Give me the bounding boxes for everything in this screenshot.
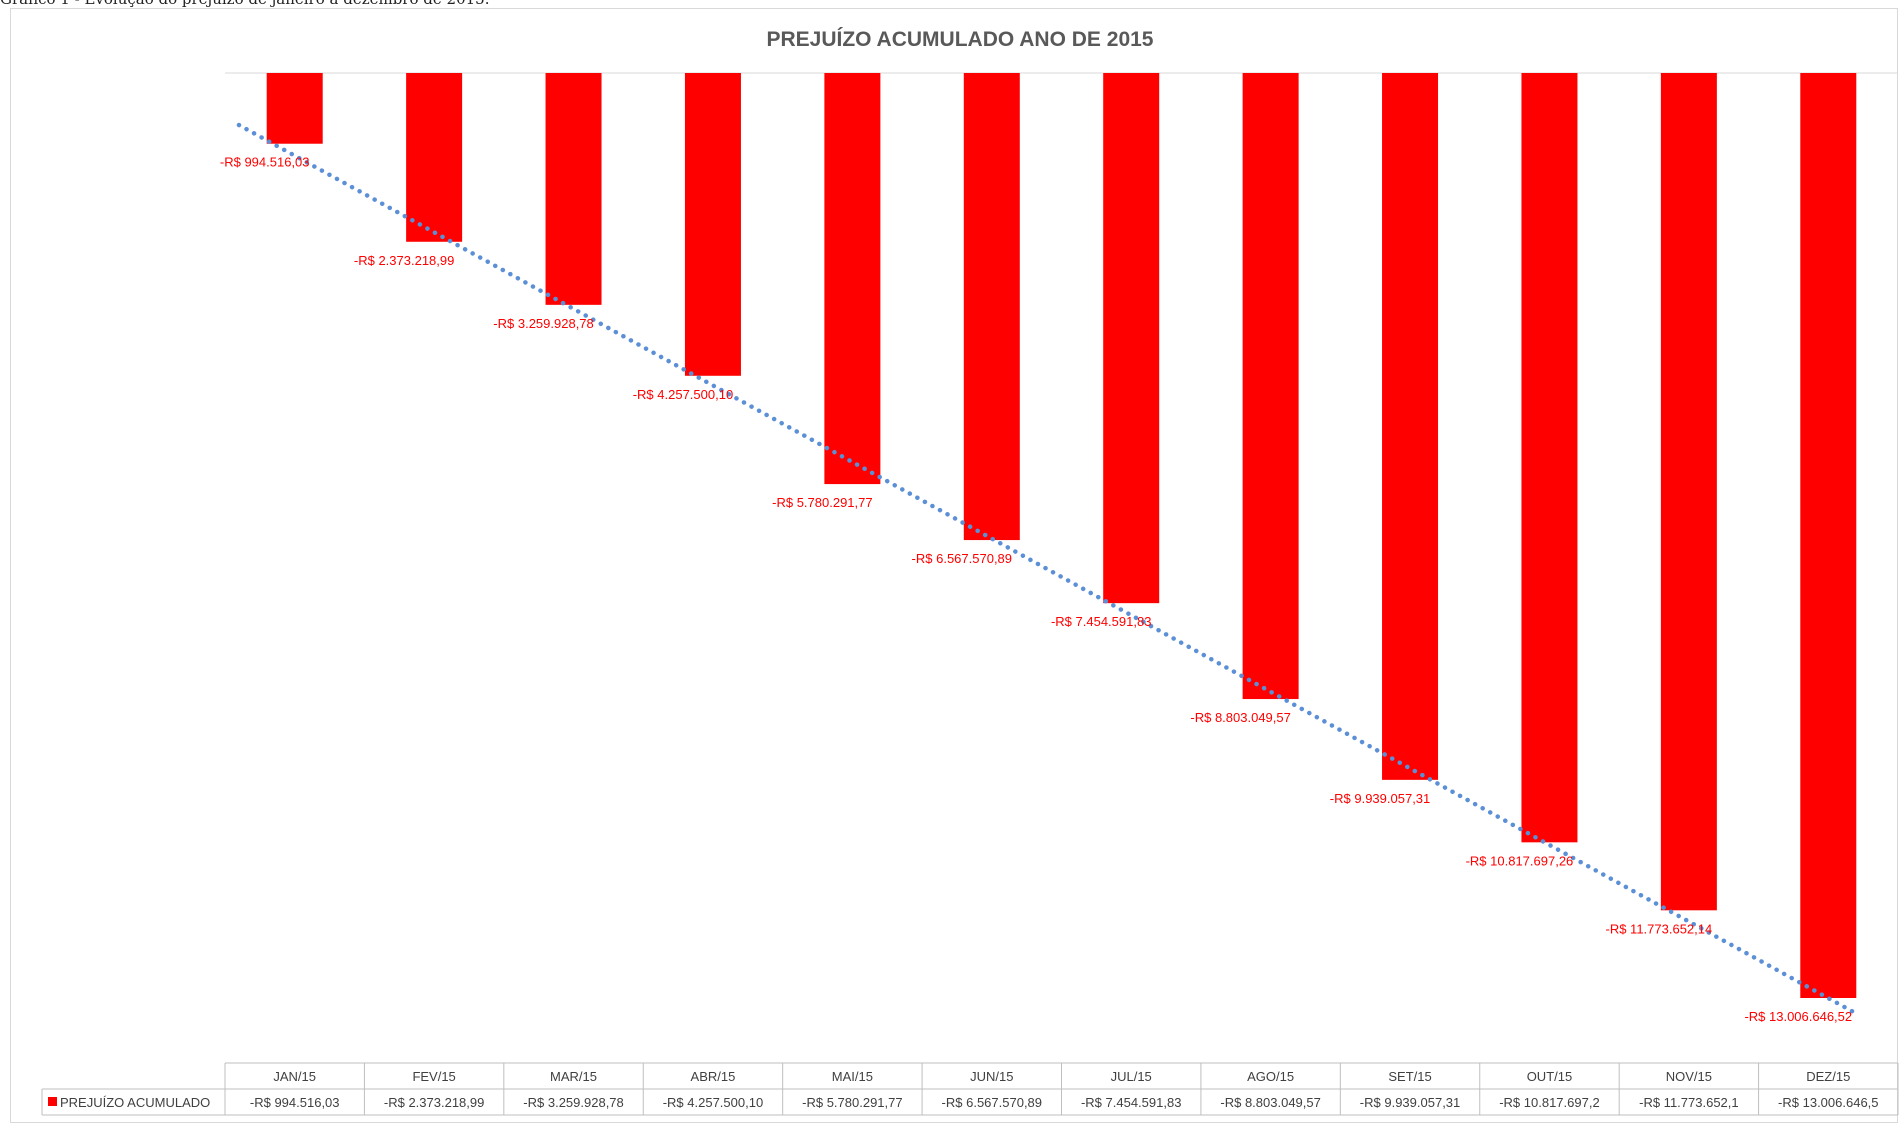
table-value: -R$ 4.257.500,10: [663, 1095, 763, 1110]
x-tick-label: FEV/15: [412, 1069, 455, 1084]
table-value: -R$ 994.516,03: [250, 1095, 340, 1110]
data-label: -R$ 4.257.500,10: [633, 387, 733, 402]
x-tick-label: SET/15: [1388, 1069, 1431, 1084]
data-label: -R$ 13.006.646,52: [1744, 1009, 1852, 1024]
data-label: -R$ 11.773.652,14: [1606, 921, 1713, 936]
legend-swatch: [48, 1097, 57, 1106]
bar-mai-15: [824, 73, 881, 485]
bar-out-15: [1521, 73, 1578, 843]
table-value: -R$ 6.567.570,89: [942, 1095, 1042, 1110]
x-tick-label: MAI/15: [832, 1069, 873, 1084]
data-label: -R$ 6.567.570,89: [912, 551, 1012, 566]
x-tick-label: DEZ/15: [1806, 1069, 1850, 1084]
x-tick-label: JAN/15: [273, 1069, 316, 1084]
table-value: -R$ 13.006.646,5: [1778, 1095, 1878, 1110]
data-label: -R$ 3.259.928,78: [493, 316, 593, 331]
table-value: -R$ 7.454.591,83: [1081, 1095, 1181, 1110]
data-table: JAN/15 -R$ 994.516,03 FEV/15 -R$ 2.373.218,…: [41, 1062, 1899, 1116]
x-tick-label: MAR/15: [550, 1069, 597, 1084]
data-label: -R$ 5.780.291,77: [772, 495, 872, 510]
plot-area: [225, 72, 1898, 998]
bar-fev-15: [406, 73, 463, 242]
bar-nov-15: [1660, 73, 1717, 911]
bar-jul-15: [1103, 73, 1160, 604]
x-tick-label: ABR/15: [691, 1069, 736, 1084]
bar-jan-15: [266, 73, 323, 144]
bar-mar-15: [545, 73, 602, 305]
data-label: -R$ 2.373.218,99: [354, 253, 454, 268]
bar-set-15: [1382, 73, 1439, 780]
figure-caption: Gráfico 1 - Evolução do prejuízo de jane…: [0, 0, 489, 8]
table-value: -R$ 9.939.057,31: [1360, 1095, 1460, 1110]
linear-trendline: [236, 122, 1856, 1015]
data-label: -R$ 8.803.049,57: [1190, 710, 1290, 725]
bar-jun-15: [963, 73, 1020, 541]
table-value: -R$ 5.780.291,77: [802, 1095, 902, 1110]
data-label: -R$ 10.817.697,26: [1466, 853, 1574, 868]
legend-series-name: PREJUÍZO ACUMULADO: [60, 1095, 210, 1110]
chart-frame: [10, 8, 1898, 1123]
bar-ago-15: [1242, 73, 1299, 700]
bar-dez-15: [1800, 73, 1857, 998]
x-tick-label: JUL/15: [1111, 1069, 1152, 1084]
data-labels: -R$ 994.516,03 -R$ 2.373.218,99 -R$ 3.259.…: [220, 155, 1852, 1024]
data-label: -R$ 9.939.057,31: [1330, 791, 1430, 806]
table-value: -R$ 10.817.697,2: [1499, 1095, 1599, 1110]
x-tick-label: JUN/15: [970, 1069, 1013, 1084]
x-tick-label: OUT/15: [1527, 1069, 1573, 1084]
table-value: -R$ 8.803.049,57: [1220, 1095, 1320, 1110]
x-tick-label: NOV/15: [1666, 1069, 1712, 1084]
trendline: [236, 122, 1856, 1015]
table-value: -R$ 11.773.652,1: [1639, 1095, 1739, 1110]
bar-abr-15: [684, 73, 741, 376]
table-value: -R$ 3.259.928,78: [523, 1095, 623, 1110]
chart-title: PREJUÍZO ACUMULADO ANO DE 2015: [766, 28, 1153, 51]
data-label: -R$ 7.454.591,83: [1051, 614, 1151, 629]
data-label: -R$ 994.516,03: [220, 155, 310, 170]
x-tick-label: AGO/15: [1247, 1069, 1294, 1084]
table-value: -R$ 2.373.218,99: [384, 1095, 484, 1110]
